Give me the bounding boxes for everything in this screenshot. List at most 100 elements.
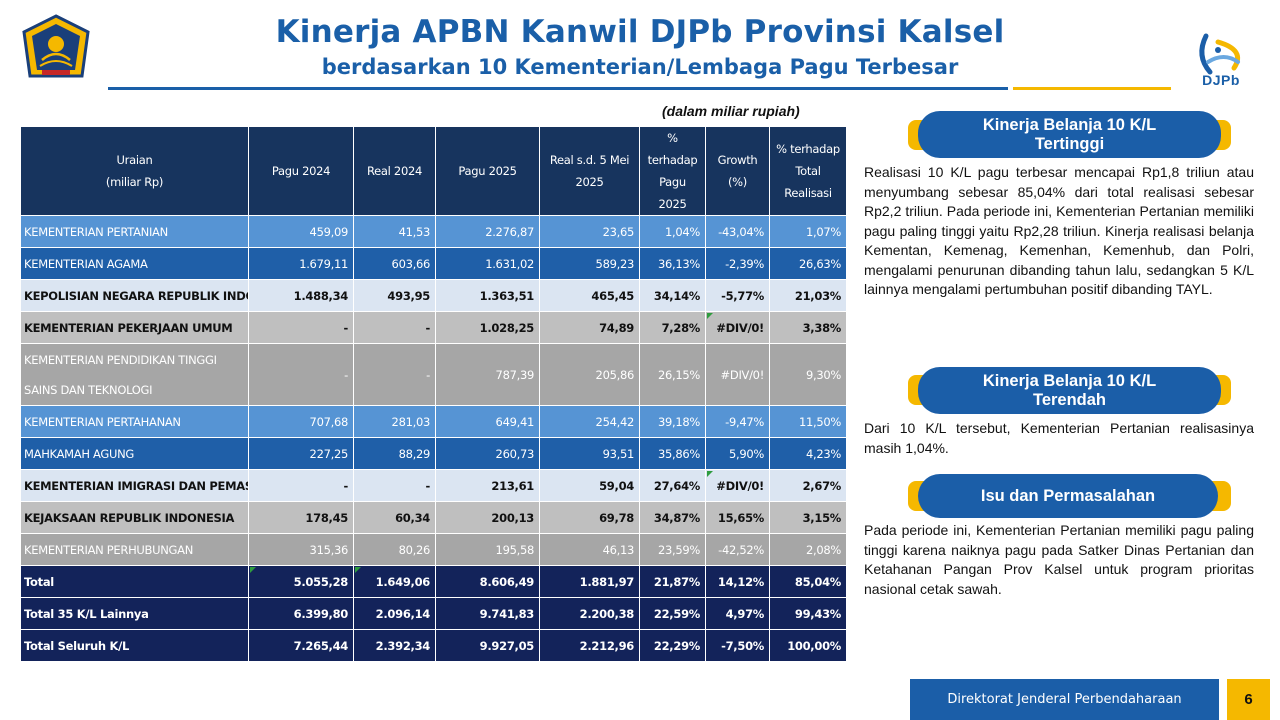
cell-pct-total: 2,08% <box>769 533 847 566</box>
cell-real-2024: - <box>353 469 436 502</box>
cell-pagu-2025: 1.363,51 <box>435 279 540 312</box>
cell-pagu-2025: 200,13 <box>435 501 540 534</box>
row-name: Total <box>20 565 249 598</box>
panel-text-issues: Pada periode ini, Kementerian Pertanian … <box>864 522 1254 597</box>
row-name: KEMENTERIAN PERHUBUNGAN <box>20 533 249 566</box>
cell-real-2024: 2.392,34 <box>353 629 436 662</box>
cell-pct-pagu: 22,59% <box>639 597 706 630</box>
cell-pct-total: 85,04% <box>769 565 847 598</box>
row-name: KEMENTERIAN PEKERJAAN UMUM <box>20 311 249 344</box>
table-row: KEMENTERIAN PENDIDIKAN TINGGI SAINS DAN … <box>20 343 847 406</box>
cell-pagu-2024: 459,09 <box>248 215 354 248</box>
table-row: KEMENTERIAN AGAMA 1.679,11 603,66 1.631,… <box>20 247 847 280</box>
cell-pct-total: 100,00% <box>769 629 847 662</box>
row-name: KEJAKSAAN REPUBLIK INDONESIA <box>20 501 249 534</box>
cell-growth: #DIV/0! <box>705 343 770 406</box>
cell-pct-pagu: 22,29% <box>639 629 706 662</box>
title-divider-gold <box>1013 87 1171 90</box>
cell-pagu-2024: 315,36 <box>248 533 354 566</box>
cell-pct-pagu: 7,28% <box>639 311 706 344</box>
cell-real-2025: 2.200,38 <box>539 597 640 630</box>
cell-pagu-2025: 1.631,02 <box>435 247 540 280</box>
cell-pagu-2025: 1.028,25 <box>435 311 540 344</box>
cell-real-2024: 1.649,06 <box>353 565 436 598</box>
cell-real-2024: - <box>353 311 436 344</box>
cell-pagu-2025: 8.606,49 <box>435 565 540 598</box>
page-number: 6 <box>1227 679 1270 720</box>
cell-growth: -43,04% <box>705 215 770 248</box>
cell-real-2025: 69,78 <box>539 501 640 534</box>
cell-pagu-2024: 6.399,80 <box>248 597 354 630</box>
cell-pct-pagu: 34,87% <box>639 501 706 534</box>
page-subtitle: berdasarkan 10 Kementerian/Lembaga Pagu … <box>321 55 959 79</box>
row-name: Total Seluruh K/L <box>20 629 249 662</box>
cell-growth: -5,77% <box>705 279 770 312</box>
cell-growth: #DIV/0! <box>705 469 770 502</box>
cell-pct-total: 4,23% <box>769 437 847 470</box>
cell-real-2025: 589,23 <box>539 247 640 280</box>
row-name: KEMENTERIAN PENDIDIKAN TINGGI SAINS DAN … <box>20 343 249 406</box>
cell-pagu-2024: 5.055,28 <box>248 565 354 598</box>
panel-title-issues: Isu dan Permasalahan <box>918 474 1218 518</box>
table-row: KEPOLISIAN NEGARA REPUBLIK INDONESIA 1.4… <box>20 279 847 312</box>
cell-real-2024: 88,29 <box>353 437 436 470</box>
cell-real-2025: 254,42 <box>539 405 640 438</box>
kemenkeu-emblem-logo <box>22 14 90 78</box>
cell-pct-pagu: 35,86% <box>639 437 706 470</box>
panel-text-lowest: Dari 10 K/L tersebut, Kementerian Pertan… <box>864 420 1254 456</box>
cell-pct-pagu: 36,13% <box>639 247 706 280</box>
cell-pagu-2025: 787,39 <box>435 343 540 406</box>
cell-pagu-2025: 213,61 <box>435 469 540 502</box>
djpb-logo <box>1199 33 1240 75</box>
cell-pagu-2024: 178,45 <box>248 501 354 534</box>
table-row: KEMENTERIAN PERTAHANAN 707,68 281,03 649… <box>20 405 847 438</box>
row-name: KEMENTERIAN PERTANIAN <box>20 215 249 248</box>
row-name: KEMENTERIAN AGAMA <box>20 247 249 280</box>
row-name: KEPOLISIAN NEGARA REPUBLIK INDONESIA <box>20 279 249 312</box>
cell-real-2025: 46,13 <box>539 533 640 566</box>
cell-pct-total: 11,50% <box>769 405 847 438</box>
table-row-total: Total 35 K/L Lainnya 6.399,80 2.096,14 9… <box>20 597 847 630</box>
table-row-total: Total Seluruh K/L 7.265,44 2.392,34 9.92… <box>20 629 847 662</box>
unit-note: (dalam miliar rupiah) <box>662 103 800 119</box>
col-header-pct-total: % terhadap Total Realisasi <box>769 126 847 216</box>
col-header-growth: Growth (%) <box>705 126 770 216</box>
cell-real-2024: 603,66 <box>353 247 436 280</box>
cell-real-2024: 60,34 <box>353 501 436 534</box>
cell-real-2024: 493,95 <box>353 279 436 312</box>
panel-title-highest: Kinerja Belanja 10 K/L Tertinggi <box>918 111 1221 158</box>
cell-pct-total: 3,15% <box>769 501 847 534</box>
cell-real-2024: 2.096,14 <box>353 597 436 630</box>
cell-pct-total: 1,07% <box>769 215 847 248</box>
cell-pagu-2025: 260,73 <box>435 437 540 470</box>
cell-growth: 5,90% <box>705 437 770 470</box>
cell-real-2025: 1.881,97 <box>539 565 640 598</box>
kl-performance-table: Uraian (miliar Rp) Pagu 2024 Real 2024 Pa… <box>20 126 847 662</box>
cell-pagu-2024: 227,25 <box>248 437 354 470</box>
cell-real-2024: - <box>353 343 436 406</box>
cell-pagu-2025: 2.276,87 <box>435 215 540 248</box>
col-header-pct-pagu: % terhadap Pagu 2025 <box>639 126 706 216</box>
cell-pagu-2025: 9.741,83 <box>435 597 540 630</box>
cell-pct-total: 9,30% <box>769 343 847 406</box>
cell-growth: -7,50% <box>705 629 770 662</box>
cell-pct-pagu: 34,14% <box>639 279 706 312</box>
cell-pct-pagu: 27,64% <box>639 469 706 502</box>
col-header-real-2025: Real s.d. 5 Mei 2025 <box>539 126 640 216</box>
row-name: KEMENTERIAN PERTAHANAN <box>20 405 249 438</box>
table-row: MAHKAMAH AGUNG 227,25 88,29 260,73 93,51… <box>20 437 847 470</box>
cell-real-2025: 23,65 <box>539 215 640 248</box>
cell-real-2024: 41,53 <box>353 215 436 248</box>
cell-pct-total: 3,38% <box>769 311 847 344</box>
cell-real-2025: 93,51 <box>539 437 640 470</box>
cell-growth: -2,39% <box>705 247 770 280</box>
cell-pct-pagu: 21,87% <box>639 565 706 598</box>
cell-real-2025: 59,04 <box>539 469 640 502</box>
panel-title-lowest: Kinerja Belanja 10 K/L Terendah <box>918 367 1221 414</box>
table-header-row: Uraian (miliar Rp) Pagu 2024 Real 2024 Pa… <box>20 126 847 216</box>
col-header-pagu-2024: Pagu 2024 <box>248 126 354 216</box>
cell-growth: 15,65% <box>705 501 770 534</box>
table-row-total: Total 5.055,28 1.649,06 8.606,49 1.881,9… <box>20 565 847 598</box>
cell-pagu-2024: 1.679,11 <box>248 247 354 280</box>
cell-pct-pagu: 23,59% <box>639 533 706 566</box>
